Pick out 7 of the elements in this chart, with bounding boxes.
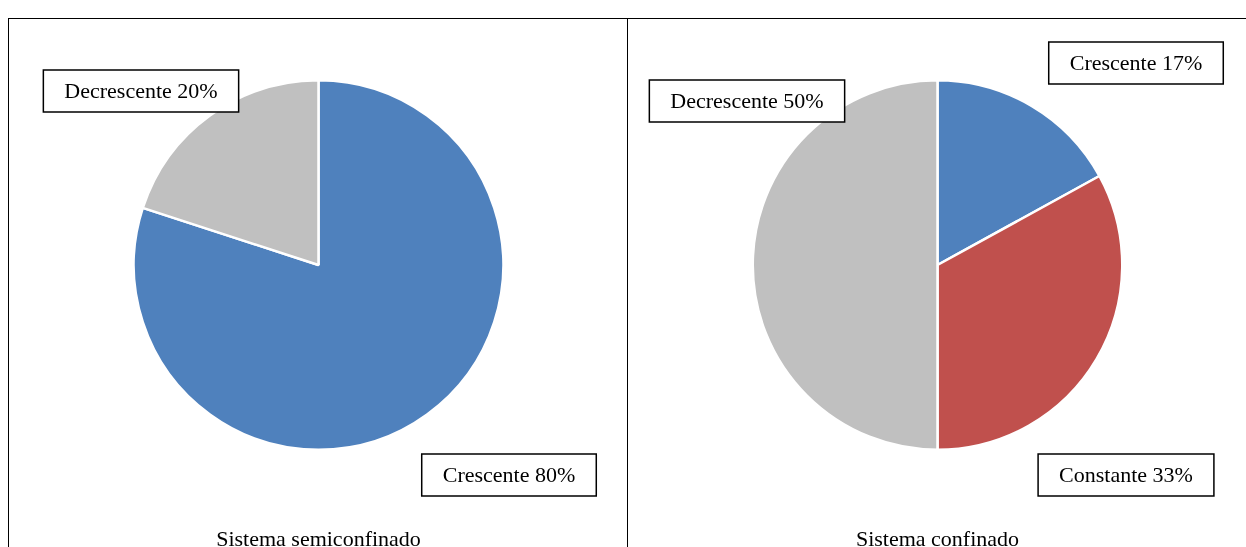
slice-label: Decrescente 20% <box>64 77 218 103</box>
slice-label: Constante 33% <box>1059 461 1193 487</box>
text: Sistema confinado <box>854 526 1021 547</box>
slice-label: Crescente 17% <box>1069 49 1203 75</box>
slice-label: Decrescente 50% <box>670 87 824 113</box>
slice-label: Crescente 80% <box>442 461 576 487</box>
text: Sistema semiconfinado <box>215 526 422 547</box>
